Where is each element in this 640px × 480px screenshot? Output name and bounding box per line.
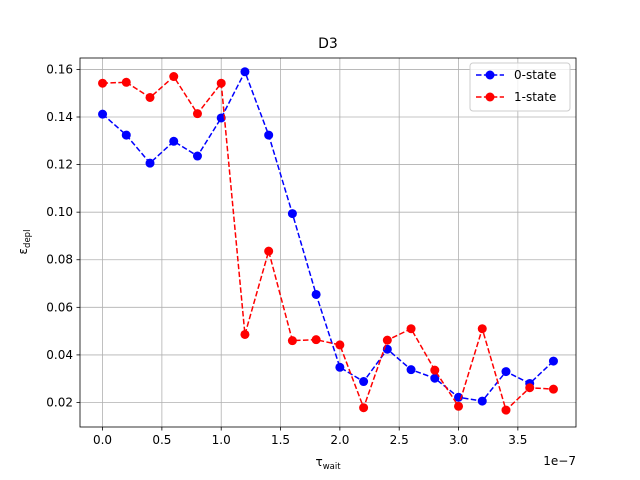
x-tick-label: 2.5 — [390, 433, 409, 447]
y-tick-label: 0.02 — [46, 395, 73, 409]
data-point-0-state — [169, 136, 179, 146]
data-point-0-state — [121, 130, 131, 140]
series-line-1-state — [102, 75, 554, 412]
data-point-1-state — [240, 329, 250, 339]
x-tick-label: 0.0 — [93, 433, 112, 447]
x-axis-offset-label: 1e−7 — [543, 454, 576, 468]
y-tick-label: 0.04 — [46, 348, 73, 362]
axes: 0.0 0.5 1.0 1.5 2.0 2.5 3.0 3.5 0.02 0.04 0.06 0.08… — [46, 62, 527, 447]
y-tick-label: 0.06 — [46, 300, 73, 314]
data-point-1-state — [525, 383, 535, 393]
data-point-1-state — [406, 324, 416, 334]
chart-title: D3 — [318, 36, 338, 52]
data-point-1-state — [382, 335, 392, 345]
data-point-1-state — [548, 384, 558, 394]
data-point-1-state — [264, 246, 274, 256]
data-point-1-state — [192, 109, 202, 119]
data-point-1-state — [121, 77, 131, 87]
data-point-1-state — [98, 78, 108, 88]
y-tick-label: 0.16 — [46, 62, 73, 76]
data-point-0-state — [216, 113, 226, 123]
data-point-0-state — [240, 67, 250, 77]
series-line-0-state — [102, 69, 554, 402]
data-point-1-state — [169, 72, 179, 82]
y-tick-label: 0.14 — [46, 110, 73, 124]
x-axis-label-subscript: wait — [323, 462, 342, 472]
y-axis-label-main: ε — [16, 248, 30, 255]
data-point-0-state — [311, 289, 321, 299]
data-point-1-state — [335, 340, 345, 350]
data-point-0-state — [430, 373, 440, 383]
plot-frame — [79, 57, 577, 428]
data-point-1-state — [430, 365, 440, 375]
series-group — [98, 67, 558, 415]
data-point-1-state — [287, 336, 297, 346]
x-tick-label: 3.0 — [449, 433, 468, 447]
data-point-1-state — [501, 405, 511, 415]
data-point-0-state — [264, 130, 274, 140]
data-point-0-state — [145, 158, 155, 168]
x-tick-label: 1.0 — [212, 433, 231, 447]
data-point-1-state — [311, 335, 321, 345]
y-axis-label-subscript: depl — [23, 230, 33, 248]
legend-label-0-state: 0-state — [514, 68, 556, 82]
legend: 0-state 1-state — [469, 62, 571, 112]
data-point-1-state — [477, 324, 487, 334]
legend-label-1-state: 1-state — [514, 90, 556, 104]
data-point-1-state — [216, 78, 226, 88]
data-point-0-state — [548, 356, 558, 366]
data-point-1-state — [359, 403, 369, 413]
data-point-0-state — [406, 365, 416, 375]
y-tick-label: 0.10 — [46, 205, 73, 219]
y-tick-label: 0.08 — [46, 253, 73, 267]
data-point-0-state — [192, 151, 202, 161]
data-point-0-state — [501, 367, 511, 377]
x-tick-label: 2.0 — [330, 433, 349, 447]
data-point-0-state — [335, 362, 345, 372]
data-point-0-state — [98, 109, 108, 119]
data-point-1-state — [145, 92, 155, 102]
data-point-0-state — [287, 209, 297, 219]
y-tick-label: 0.12 — [46, 158, 73, 172]
x-axis-label: τwait — [315, 455, 341, 472]
x-tick-label: 3.5 — [508, 433, 527, 447]
legend-marker-0-state — [485, 70, 495, 80]
x-tick-label: 0.5 — [152, 433, 171, 447]
data-point-1-state — [454, 401, 464, 411]
data-point-0-state — [477, 396, 487, 406]
legend-marker-1-state — [485, 92, 495, 102]
data-point-0-state — [359, 377, 369, 387]
y-axis-label: εdepl — [16, 230, 33, 255]
x-tick-label: 1.5 — [271, 433, 290, 447]
x-axis-label-main: τ — [315, 455, 322, 469]
